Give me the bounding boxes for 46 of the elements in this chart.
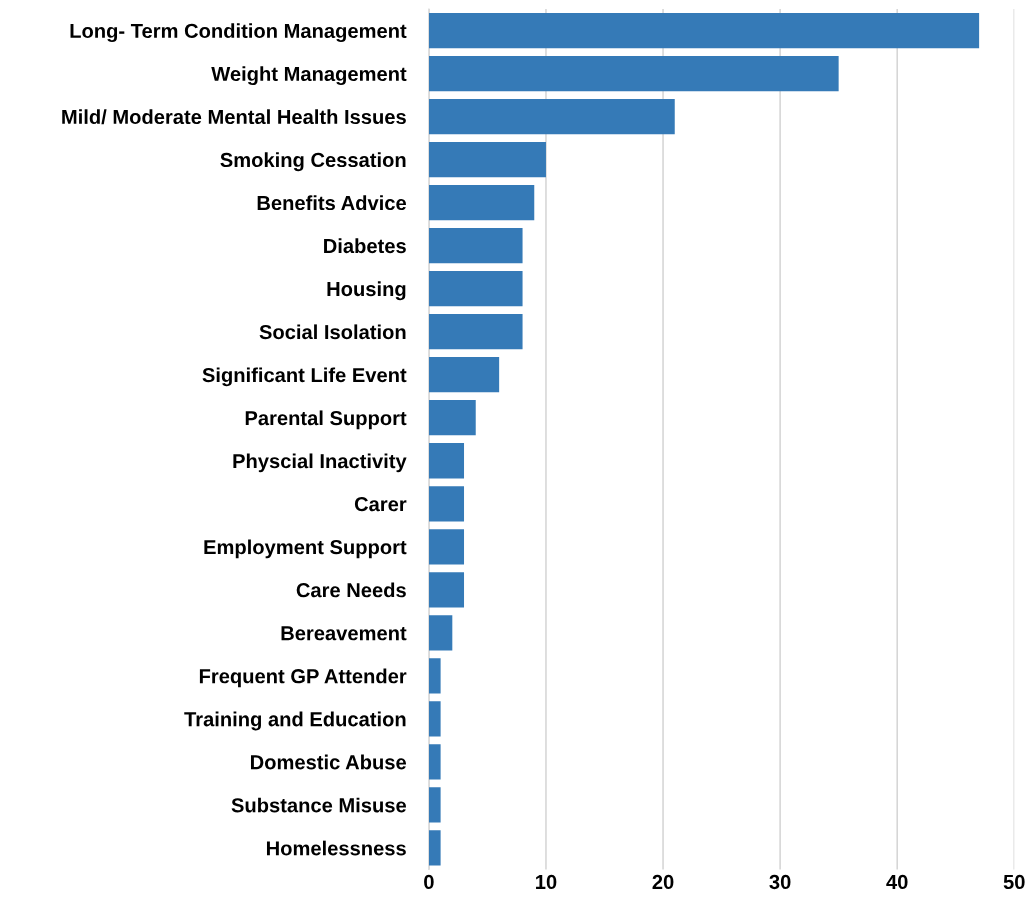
y-tick-label: Diabetes xyxy=(324,238,406,254)
bar xyxy=(428,615,453,651)
x-tick-label: 20 xyxy=(652,874,674,890)
x-tick-label: 10 xyxy=(536,874,557,890)
y-tick-label: Social Isolation xyxy=(259,324,406,340)
bar xyxy=(428,572,465,608)
y-tick-label: Weight Management xyxy=(211,66,407,86)
x-tick-label: 30 xyxy=(769,874,791,890)
bar xyxy=(428,55,839,92)
y-tick-label: Significant Life Event xyxy=(202,367,407,387)
x-tick-label: 0 xyxy=(424,874,434,890)
bar xyxy=(428,529,465,565)
y-tick-label: Carer xyxy=(354,497,407,512)
x-tick-label: 40 xyxy=(886,874,908,890)
y-tick-label: Bereavement xyxy=(281,626,407,641)
bar xyxy=(428,228,523,264)
bar xyxy=(428,787,441,823)
bar xyxy=(428,658,441,694)
y-tick-label: Benefits Advice xyxy=(257,195,407,211)
y-tick-label: Homelessness xyxy=(266,840,406,856)
bar xyxy=(428,271,523,307)
bar xyxy=(428,830,441,866)
bar xyxy=(428,98,675,135)
bar xyxy=(428,184,535,221)
x-tick-label: 50 xyxy=(1003,874,1025,890)
bar xyxy=(428,486,465,522)
y-tick-label: Domestic Abuse xyxy=(251,754,406,770)
bar xyxy=(428,744,441,780)
y-tick-label: Substance Misuse xyxy=(231,797,407,813)
y-tick-label: Long- Term Condition Management xyxy=(70,23,407,43)
bar xyxy=(428,141,546,178)
bar xyxy=(428,314,523,350)
y-tick-label: Employment Support xyxy=(204,539,407,559)
y-tick-label: Smoking Cessation xyxy=(220,152,406,172)
bar xyxy=(428,701,441,737)
bar xyxy=(428,12,980,49)
y-tick-label: Parental Support xyxy=(245,410,407,430)
bar xyxy=(428,357,500,393)
y-tick-label: Training and Education xyxy=(184,711,406,731)
y-tick-label: Care Needs xyxy=(296,582,406,598)
y-tick-label: Physcial Inactivity xyxy=(233,453,407,473)
bar xyxy=(428,400,476,436)
bar xyxy=(428,443,465,479)
y-tick-label: Mild/ Moderate Mental Health Issues xyxy=(62,109,406,125)
y-tick-label: Frequent GP Attender xyxy=(199,668,407,688)
y-tick-label: Housing xyxy=(327,281,406,301)
